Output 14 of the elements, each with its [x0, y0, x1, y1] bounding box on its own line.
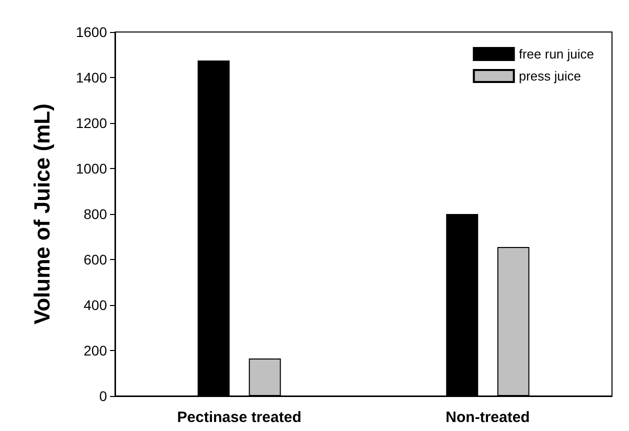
legend-label: press juice [518, 68, 581, 84]
y-tick-label: 1600 [76, 24, 108, 40]
y-tick-label: 200 [84, 342, 108, 358]
y-tick-label: 0 [99, 388, 108, 404]
y-tick-label: 1200 [76, 115, 108, 131]
x-tick-label: Non-treated [446, 409, 530, 426]
y-tick-label: 800 [84, 206, 108, 222]
y-tick-label: 1400 [76, 70, 108, 86]
legend-label: free run juice [518, 46, 594, 62]
y-tick-label: 400 [84, 297, 108, 313]
y-tick-label: 1000 [76, 160, 108, 176]
y-axis-title: Volume of Juice (mL) [30, 104, 54, 324]
y-tick-label: 600 [84, 252, 108, 268]
x-tick-label: Pectinase treated [177, 409, 302, 426]
